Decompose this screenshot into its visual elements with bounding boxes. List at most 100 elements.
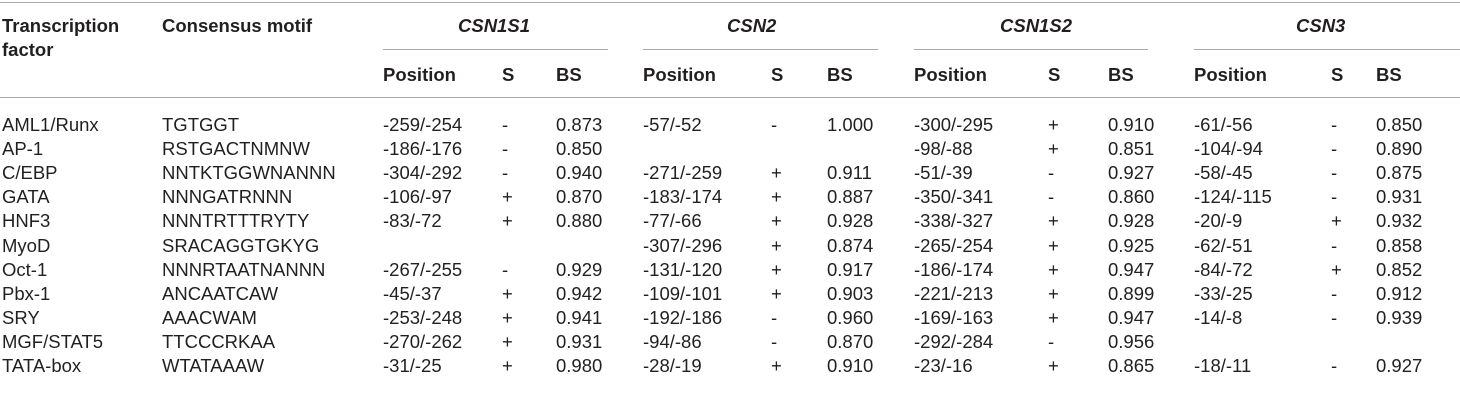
cell-score-csn2: 0.917 [827,259,874,280]
cell-score-csn3: 0.939 [1376,307,1423,328]
cell-consensus-motif: TGTGGT [162,114,240,135]
cell-score-csn1s2: 0.947 [1108,259,1155,280]
cell-consensus-motif: NNNRTAATNANNN [162,259,326,280]
cell-position-csn1s1: -270/-262 [383,331,463,352]
header-bottom-rule [0,97,1460,98]
gene-rule-csn1s1 [383,49,608,50]
subheader-position-csn3: Position [1194,64,1267,85]
cell-strand-csn2: + [771,235,782,256]
subheader-score-csn3: BS [1376,64,1402,85]
cell-score-csn2: 0.911 [827,162,872,183]
subheader-score-csn1s2: BS [1108,64,1134,85]
cell-strand-csn1s1: - [502,114,509,135]
cell-strand-csn1s1: + [502,355,513,376]
cell-transcription-factor: SRY [2,307,40,328]
top-rule [0,2,1460,3]
cell-strand-csn1s2: + [1048,283,1059,304]
cell-score-csn3: 0.932 [1376,210,1423,231]
header-gene-csn2: CSN2 [727,15,777,36]
cell-position-csn2: -28/-19 [643,355,702,376]
cell-position-csn3: -124/-115 [1194,186,1272,207]
cell-strand-csn3: + [1331,210,1342,231]
subheader-strand-csn1s2: S [1048,64,1061,85]
cell-score-csn1s2: 0.925 [1108,235,1155,256]
cell-transcription-factor: TATA-box [2,355,82,376]
cell-score-csn3: 0.850 [1376,114,1423,135]
cell-position-csn1s1: -304/-292 [383,162,463,183]
cell-score-csn1s2: 0.851 [1108,138,1155,159]
cell-strand-csn2: - [771,331,778,352]
cell-transcription-factor: MyoD [2,235,51,256]
cell-score-csn1s1: 0.850 [556,138,603,159]
cell-strand-csn1s2: + [1048,355,1059,376]
cell-position-csn2: -109/-101 [643,283,723,304]
cell-score-csn3: 0.858 [1376,235,1423,256]
cell-score-csn1s1: 0.940 [556,162,603,183]
cell-position-csn1s1: -267/-255 [383,259,463,280]
cell-score-csn1s2: 0.947 [1108,307,1155,328]
cell-position-csn1s2: -169/-163 [914,307,994,328]
cell-score-csn1s2: 0.899 [1108,283,1155,304]
cell-score-csn2: 0.870 [827,331,874,352]
gene-rule-csn2 [643,49,878,50]
cell-strand-csn1s1: + [502,331,513,352]
cell-score-csn2: 1.000 [827,114,874,135]
cell-position-csn1s1: -106/-97 [383,186,452,207]
cell-position-csn1s2: -186/-174 [914,259,994,280]
cell-transcription-factor: AP-1 [2,138,44,159]
cell-score-csn3: 0.890 [1376,138,1423,159]
cell-strand-csn1s2: + [1048,259,1059,280]
cell-position-csn1s1: -83/-72 [383,210,442,231]
header-tf-line1: Transcription [2,15,120,36]
cell-strand-csn1s1: + [502,210,513,231]
cell-position-csn1s2: -300/-295 [914,114,994,135]
cell-strand-csn2: + [771,210,782,231]
cell-score-csn1s1: 0.880 [556,210,603,231]
cell-transcription-factor: HNF3 [2,210,51,231]
cell-strand-csn1s2: + [1048,138,1059,159]
cell-score-csn1s1: 0.942 [556,283,603,304]
cell-position-csn2: -271/-259 [643,162,723,183]
cell-position-csn3: -62/-51 [1194,235,1253,256]
header-tf-line2: factor [2,39,54,60]
cell-score-csn2: 0.910 [827,355,874,376]
cell-transcription-factor: Oct-1 [2,259,48,280]
cell-position-csn1s2: -265/-254 [914,235,994,256]
cell-score-csn1s1: 0.873 [556,114,603,135]
cell-score-csn2: 0.874 [827,235,874,256]
cell-consensus-motif: NNNTRTTTRYTY [162,210,310,231]
cell-transcription-factor: AML1/Runx [2,114,99,135]
cell-strand-csn3: - [1331,162,1338,183]
cell-score-csn2: 0.960 [827,307,874,328]
cell-position-csn1s2: -98/-88 [914,138,973,159]
cell-score-csn2: 0.928 [827,210,874,231]
gene-rule-csn3 [1194,49,1460,50]
header-gene-csn1s1: CSN1S1 [458,15,530,36]
cell-position-csn2: -307/-296 [643,235,723,256]
cell-position-csn1s1: -31/-25 [383,355,442,376]
cell-strand-csn1s1: + [502,186,513,207]
cell-position-csn2: -77/-66 [643,210,702,231]
cell-position-csn1s2: -338/-327 [914,210,994,231]
cell-strand-csn1s1: + [502,307,513,328]
cell-score-csn3: 0.931 [1376,186,1423,207]
cell-position-csn1s2: -51/-39 [914,162,973,183]
cell-position-csn2: -192/-186 [643,307,723,328]
cell-strand-csn3: - [1331,186,1338,207]
cell-strand-csn2: - [771,307,778,328]
cell-position-csn1s1: -45/-37 [383,283,442,304]
cell-strand-csn1s2: - [1048,331,1055,352]
cell-position-csn3: -84/-72 [1194,259,1253,280]
cell-consensus-motif: TTCCCRKAA [162,331,276,352]
cell-score-csn1s1: 0.929 [556,259,603,280]
cell-strand-csn1s1: - [502,162,509,183]
cell-strand-csn1s2: + [1048,114,1059,135]
cell-score-csn1s2: 0.927 [1108,162,1155,183]
cell-consensus-motif: AAACWAM [162,307,257,328]
cell-strand-csn3: + [1331,259,1342,280]
subheader-strand-csn3: S [1331,64,1344,85]
cell-strand-csn1s2: - [1048,186,1055,207]
gene-rule-csn1s2 [914,49,1148,50]
cell-position-csn2: -183/-174 [643,186,723,207]
